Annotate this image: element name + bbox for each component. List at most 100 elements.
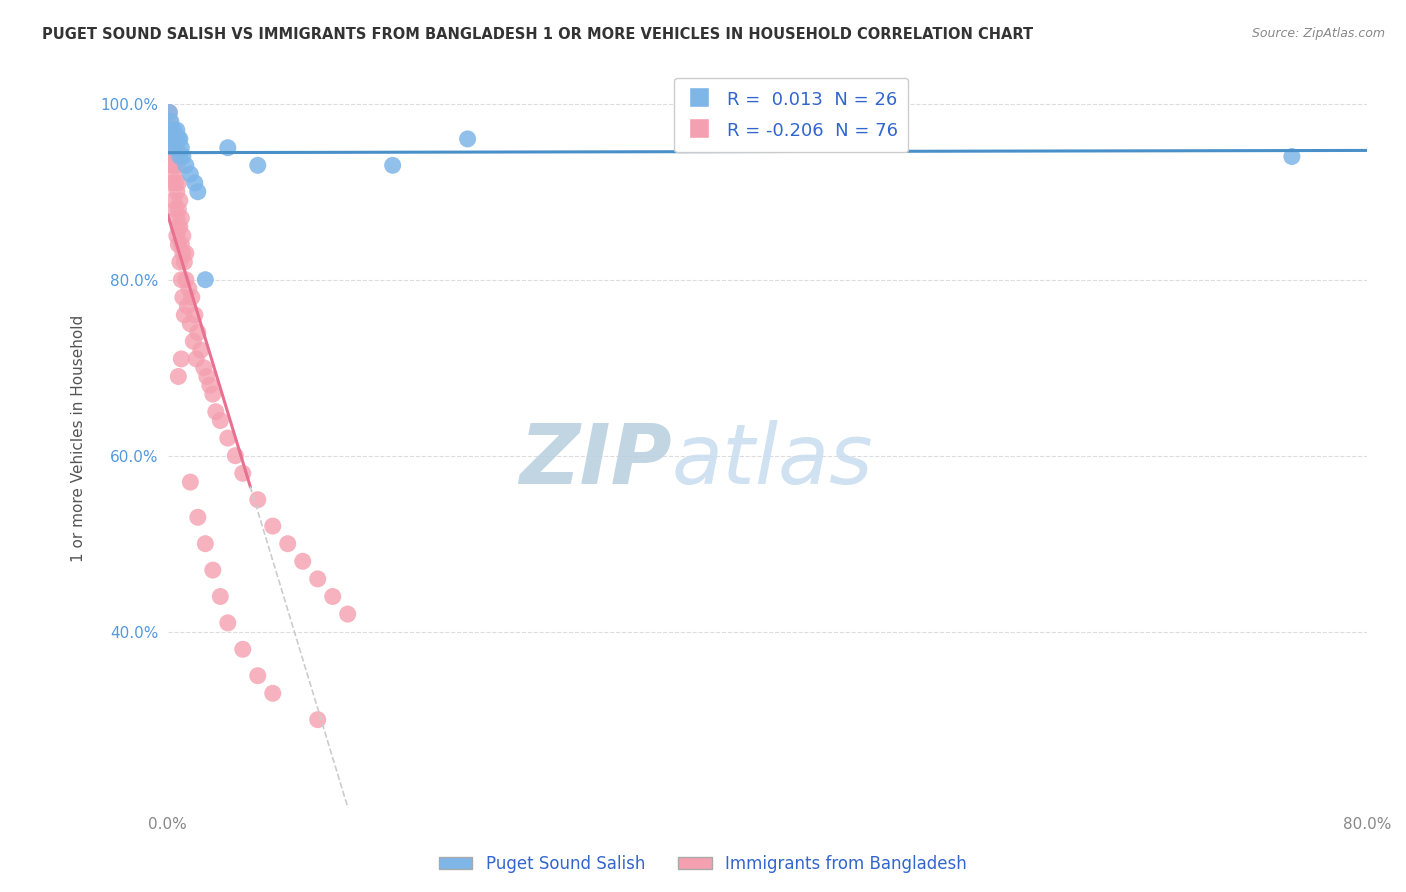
Point xyxy=(173,255,195,269)
Point xyxy=(163,141,186,155)
Legend: R =  0.013  N = 26, R = -0.206  N = 76: R = 0.013 N = 26, R = -0.206 N = 76 xyxy=(675,78,908,153)
Point xyxy=(160,132,183,146)
Text: ZIP: ZIP xyxy=(519,420,672,500)
Point xyxy=(232,642,254,657)
Point xyxy=(204,405,226,419)
Point xyxy=(177,281,200,295)
Point xyxy=(157,114,180,128)
Point xyxy=(187,185,209,199)
Point xyxy=(194,537,217,551)
Point xyxy=(165,176,187,190)
Point xyxy=(170,237,193,252)
Point xyxy=(169,132,191,146)
Point xyxy=(162,158,184,172)
Point xyxy=(167,132,190,146)
Point xyxy=(174,158,197,172)
Point xyxy=(166,185,188,199)
Point xyxy=(166,123,188,137)
Point xyxy=(165,132,187,146)
Point xyxy=(187,510,209,524)
Point xyxy=(224,449,246,463)
Point xyxy=(160,114,183,128)
Point xyxy=(157,105,180,120)
Point xyxy=(167,237,190,252)
Point xyxy=(173,308,195,322)
Point xyxy=(162,123,184,137)
Point xyxy=(170,141,193,155)
Point xyxy=(381,158,404,172)
Point xyxy=(180,290,202,304)
Point xyxy=(190,343,212,357)
Point xyxy=(162,132,184,146)
Point xyxy=(291,554,314,568)
Point xyxy=(169,149,191,163)
Point xyxy=(162,149,184,163)
Point xyxy=(160,123,183,137)
Point xyxy=(246,668,269,682)
Point xyxy=(166,158,188,172)
Point xyxy=(172,246,194,260)
Point xyxy=(163,158,186,172)
Point xyxy=(170,273,193,287)
Text: Source: ZipAtlas.com: Source: ZipAtlas.com xyxy=(1251,27,1385,40)
Point xyxy=(169,194,191,208)
Point xyxy=(179,317,201,331)
Point xyxy=(262,686,284,700)
Point xyxy=(209,590,232,604)
Point xyxy=(160,141,183,155)
Point xyxy=(262,519,284,533)
Point xyxy=(160,149,183,163)
Point xyxy=(246,158,269,172)
Point xyxy=(167,219,190,234)
Point xyxy=(162,132,184,146)
Point xyxy=(201,387,224,401)
Point xyxy=(170,351,193,366)
Point xyxy=(322,590,344,604)
Point xyxy=(165,202,187,217)
Point xyxy=(201,563,224,577)
Point xyxy=(167,369,190,384)
Point xyxy=(166,141,188,155)
Point xyxy=(176,299,198,313)
Point xyxy=(166,211,188,226)
Point xyxy=(172,149,194,163)
Point xyxy=(163,123,186,137)
Point xyxy=(184,308,207,322)
Point xyxy=(457,132,479,146)
Point xyxy=(160,123,183,137)
Point xyxy=(163,141,186,155)
Point xyxy=(217,431,239,445)
Point xyxy=(217,141,239,155)
Point xyxy=(167,176,190,190)
Point xyxy=(336,607,359,621)
Point xyxy=(198,378,221,392)
Point xyxy=(172,290,194,304)
Point xyxy=(169,219,191,234)
Point xyxy=(187,326,209,340)
Point xyxy=(307,572,329,586)
Point xyxy=(174,246,197,260)
Point xyxy=(209,413,232,427)
Point xyxy=(169,255,191,269)
Point xyxy=(179,475,201,489)
Point xyxy=(163,167,186,181)
Point xyxy=(163,194,186,208)
Point xyxy=(184,176,207,190)
Point xyxy=(166,228,188,243)
Point xyxy=(194,273,217,287)
Point xyxy=(183,334,205,349)
Point xyxy=(174,273,197,287)
Point xyxy=(1281,149,1303,163)
Point xyxy=(170,211,193,226)
Text: atlas: atlas xyxy=(672,420,873,500)
Point xyxy=(186,351,208,366)
Point xyxy=(157,123,180,137)
Point xyxy=(277,537,299,551)
Point xyxy=(307,713,329,727)
Y-axis label: 1 or more Vehicles in Household: 1 or more Vehicles in Household xyxy=(72,315,86,562)
Point xyxy=(179,167,201,181)
Text: PUGET SOUND SALISH VS IMMIGRANTS FROM BANGLADESH 1 OR MORE VEHICLES IN HOUSEHOLD: PUGET SOUND SALISH VS IMMIGRANTS FROM BA… xyxy=(42,27,1033,42)
Point xyxy=(756,123,779,137)
Point xyxy=(195,369,218,384)
Point xyxy=(232,467,254,481)
